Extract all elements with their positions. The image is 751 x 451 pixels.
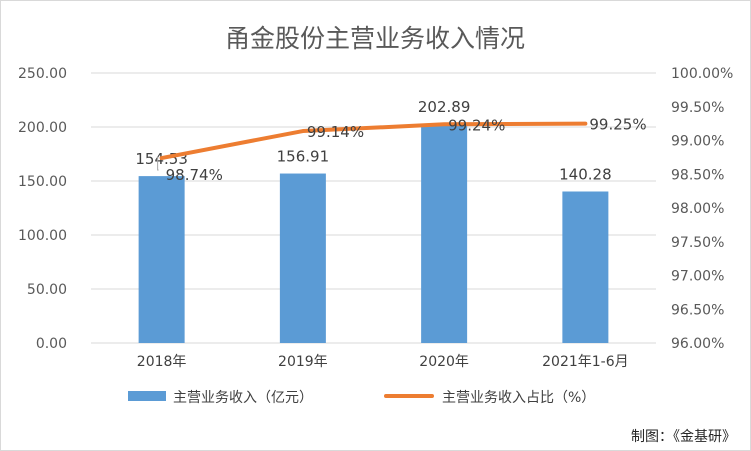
y-right-tick-label: 100.00% [671,66,733,82]
line-value-label: 99.14% [307,123,364,141]
y-right-tick-label: 96.00% [671,336,724,352]
line-value-label: 99.25% [589,116,646,134]
y-right-tick-label: 96.50% [671,302,724,318]
y-left-tick-label: 0.00 [36,336,67,352]
bar [279,173,326,343]
legend-label-line: 主营业务收入占比（%） [442,390,595,406]
bar [421,123,468,343]
y-right-tick-label: 97.00% [671,269,724,285]
x-tick-label: 2019年 [278,354,328,370]
bar [562,191,609,343]
y-right-tick-label: 97.50% [671,235,724,251]
bar [138,176,185,343]
x-tick-label: 2020年 [419,354,469,370]
x-tick-label: 2021年1-6月 [542,354,629,370]
bar-value-label: 156.91 [277,148,330,166]
series-line-share [159,121,588,161]
chart-title: 甬金股份主营业务收入情况 [225,24,525,53]
source-note: 制图：《金基研》 [631,428,736,445]
y-right-tick-label: 99.00% [671,134,724,150]
y-left-tick-label: 200.00 [18,120,67,136]
y-right-tick-label: 98.50% [671,167,724,183]
legend-label-bars: 主营业务收入（亿元） [173,390,313,406]
line-value-label: 99.24% [448,116,505,134]
x-tick-label: 2018年 [137,354,187,370]
y-left-tick-label: 100.00 [18,228,67,244]
bar-value-label: 140.28 [559,165,612,183]
y-right-tick-label: 99.50% [671,100,724,116]
y-right-tick-label: 98.00% [671,201,724,217]
y-left-tick-label: 150.00 [18,174,67,190]
line-value-label: 98.74% [166,166,223,184]
bar-value-label: 202.89 [418,98,471,116]
y-left-tick-label: 50.00 [27,282,67,298]
y-left-tick-label: 250.00 [18,66,67,82]
legend-swatch-bars [128,391,166,401]
label-leader-line [157,156,159,171]
